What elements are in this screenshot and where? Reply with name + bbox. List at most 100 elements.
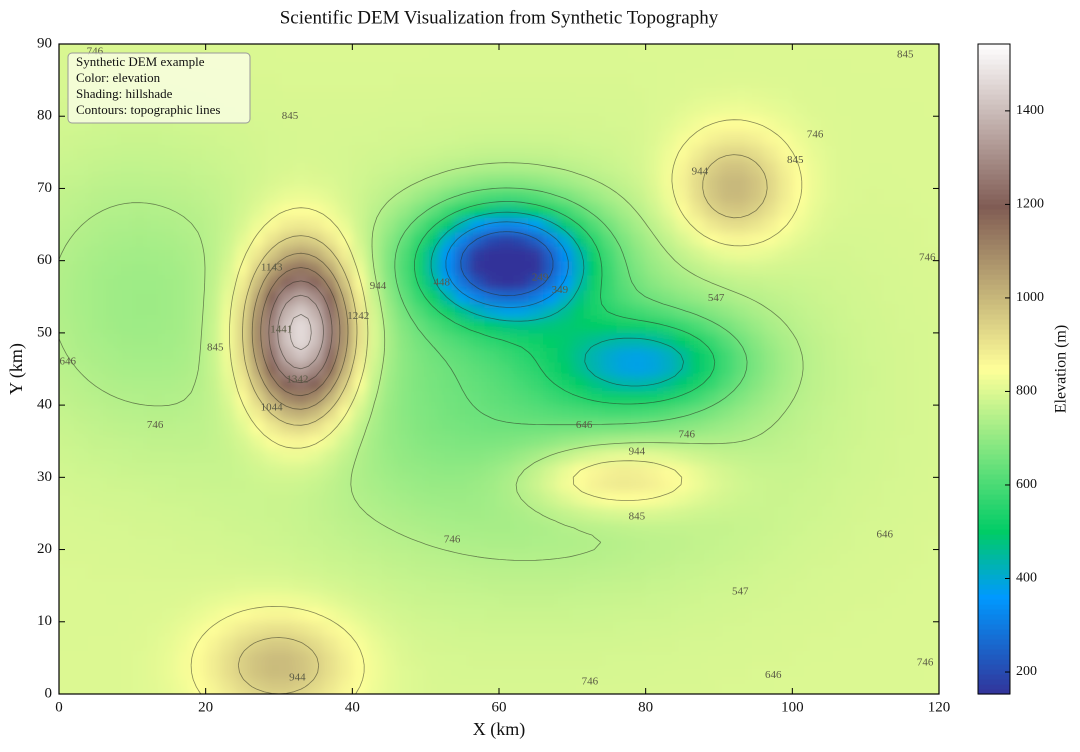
surface-cell [807, 448, 823, 464]
surface-cell [293, 650, 309, 666]
surface-cell [909, 347, 925, 363]
surface-cell [205, 592, 221, 608]
surface-cell [103, 665, 119, 681]
surface-cell [88, 44, 104, 45]
surface-cell [836, 592, 852, 608]
surface-cell [117, 347, 133, 363]
surface-cell [557, 332, 573, 348]
colorbar-segment [978, 554, 1010, 560]
surface-cell [499, 376, 515, 392]
surface-cell [425, 506, 441, 522]
surface-cell [191, 217, 207, 233]
surface-cell [572, 477, 588, 493]
surface-cell [484, 462, 500, 478]
surface-cell [176, 694, 191, 709]
surface-cell [73, 578, 89, 594]
surface-cell [748, 405, 764, 421]
contour-label: 944 [370, 280, 387, 292]
surface-cell [425, 376, 441, 392]
surface-cell [601, 174, 617, 189]
surface-cell [645, 101, 661, 117]
surface-cell [719, 564, 735, 579]
contour-label: 746 [444, 534, 461, 546]
surface-cell [103, 434, 119, 449]
surface-cell [191, 390, 207, 406]
surface-cell [865, 332, 881, 348]
surface-cell [352, 448, 368, 464]
colorbar-segment [978, 94, 1010, 100]
surface-cell [807, 636, 823, 652]
surface-cell [103, 159, 119, 175]
surface-cell [631, 636, 647, 652]
surface-cell [411, 419, 427, 435]
surface-cell [132, 188, 148, 204]
surface-cell [807, 477, 823, 493]
surface-cell [601, 145, 617, 161]
surface-cell [103, 448, 119, 464]
surface-cell [249, 246, 265, 262]
surface-cell [367, 202, 383, 218]
surface-cell [777, 58, 793, 74]
surface-cell [308, 535, 324, 551]
surface-cell [924, 101, 939, 117]
surface-cell [425, 289, 441, 305]
surface-cell [411, 636, 427, 652]
surface-cell [821, 592, 837, 608]
colorbar-segment [978, 419, 1010, 425]
surface-cell [513, 44, 529, 45]
surface-cell [205, 520, 221, 536]
surface-cell [323, 535, 339, 551]
surface-cell [220, 650, 236, 666]
surface-cell [235, 145, 251, 161]
surface-cell [689, 44, 705, 45]
surface-cell [645, 72, 661, 88]
surface-cell [499, 116, 515, 132]
surface-cell [895, 217, 911, 233]
surface-cell [147, 246, 163, 262]
surface-cell [455, 289, 471, 305]
surface-cell [381, 549, 397, 565]
colorbar-segment [978, 189, 1010, 195]
surface-cell [513, 564, 529, 579]
surface-cell [704, 636, 720, 652]
surface-cell [704, 130, 720, 146]
surface-cell [777, 304, 793, 319]
surface-cell [308, 130, 324, 146]
surface-cell [249, 520, 265, 536]
surface-cell [337, 275, 353, 291]
surface-cell [264, 188, 280, 204]
surface-cell [880, 202, 896, 218]
surface-cell [528, 491, 544, 507]
surface-cell [865, 87, 881, 103]
surface-cell [836, 535, 852, 551]
surface-cell [865, 578, 881, 594]
surface-cell [733, 202, 749, 218]
surface-cell [851, 260, 867, 276]
colorbar-segment [978, 279, 1010, 285]
surface-cell [660, 665, 676, 681]
surface-cell [367, 304, 383, 319]
surface-cell [191, 477, 207, 493]
surface-cell [264, 520, 280, 536]
surface-cell [235, 621, 251, 637]
surface-cell [73, 145, 89, 161]
surface-cell [191, 621, 207, 637]
surface-cell [704, 462, 720, 478]
surface-cell [499, 491, 515, 507]
surface-cell [59, 202, 60, 218]
surface-cell [748, 491, 764, 507]
surface-cell [836, 520, 852, 536]
colorbar-segment [978, 634, 1010, 640]
surface-cell [939, 477, 954, 492]
colorbar-segment [978, 194, 1010, 200]
surface-cell [103, 390, 119, 406]
surface-cell [924, 549, 939, 565]
surface-cell [337, 390, 353, 406]
colorbar-segment [978, 119, 1010, 125]
surface-cell [851, 607, 867, 623]
surface-cell [147, 506, 163, 522]
surface-cell [59, 491, 60, 507]
surface-cell [117, 679, 133, 694]
colorbar-segment [978, 314, 1010, 320]
surface-cell [851, 578, 867, 594]
